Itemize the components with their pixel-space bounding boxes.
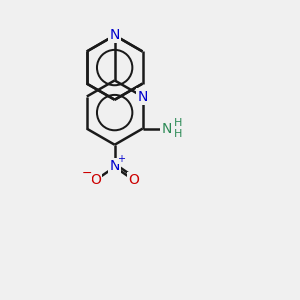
Text: N: N (161, 122, 172, 136)
Text: −: − (82, 167, 92, 180)
Text: O: O (128, 173, 140, 187)
Text: +: + (117, 154, 125, 164)
Text: N: N (110, 28, 120, 42)
Text: H: H (174, 118, 182, 128)
Text: N: N (110, 159, 120, 173)
Text: O: O (90, 173, 101, 187)
Text: N: N (137, 89, 148, 103)
Text: H: H (174, 129, 182, 139)
